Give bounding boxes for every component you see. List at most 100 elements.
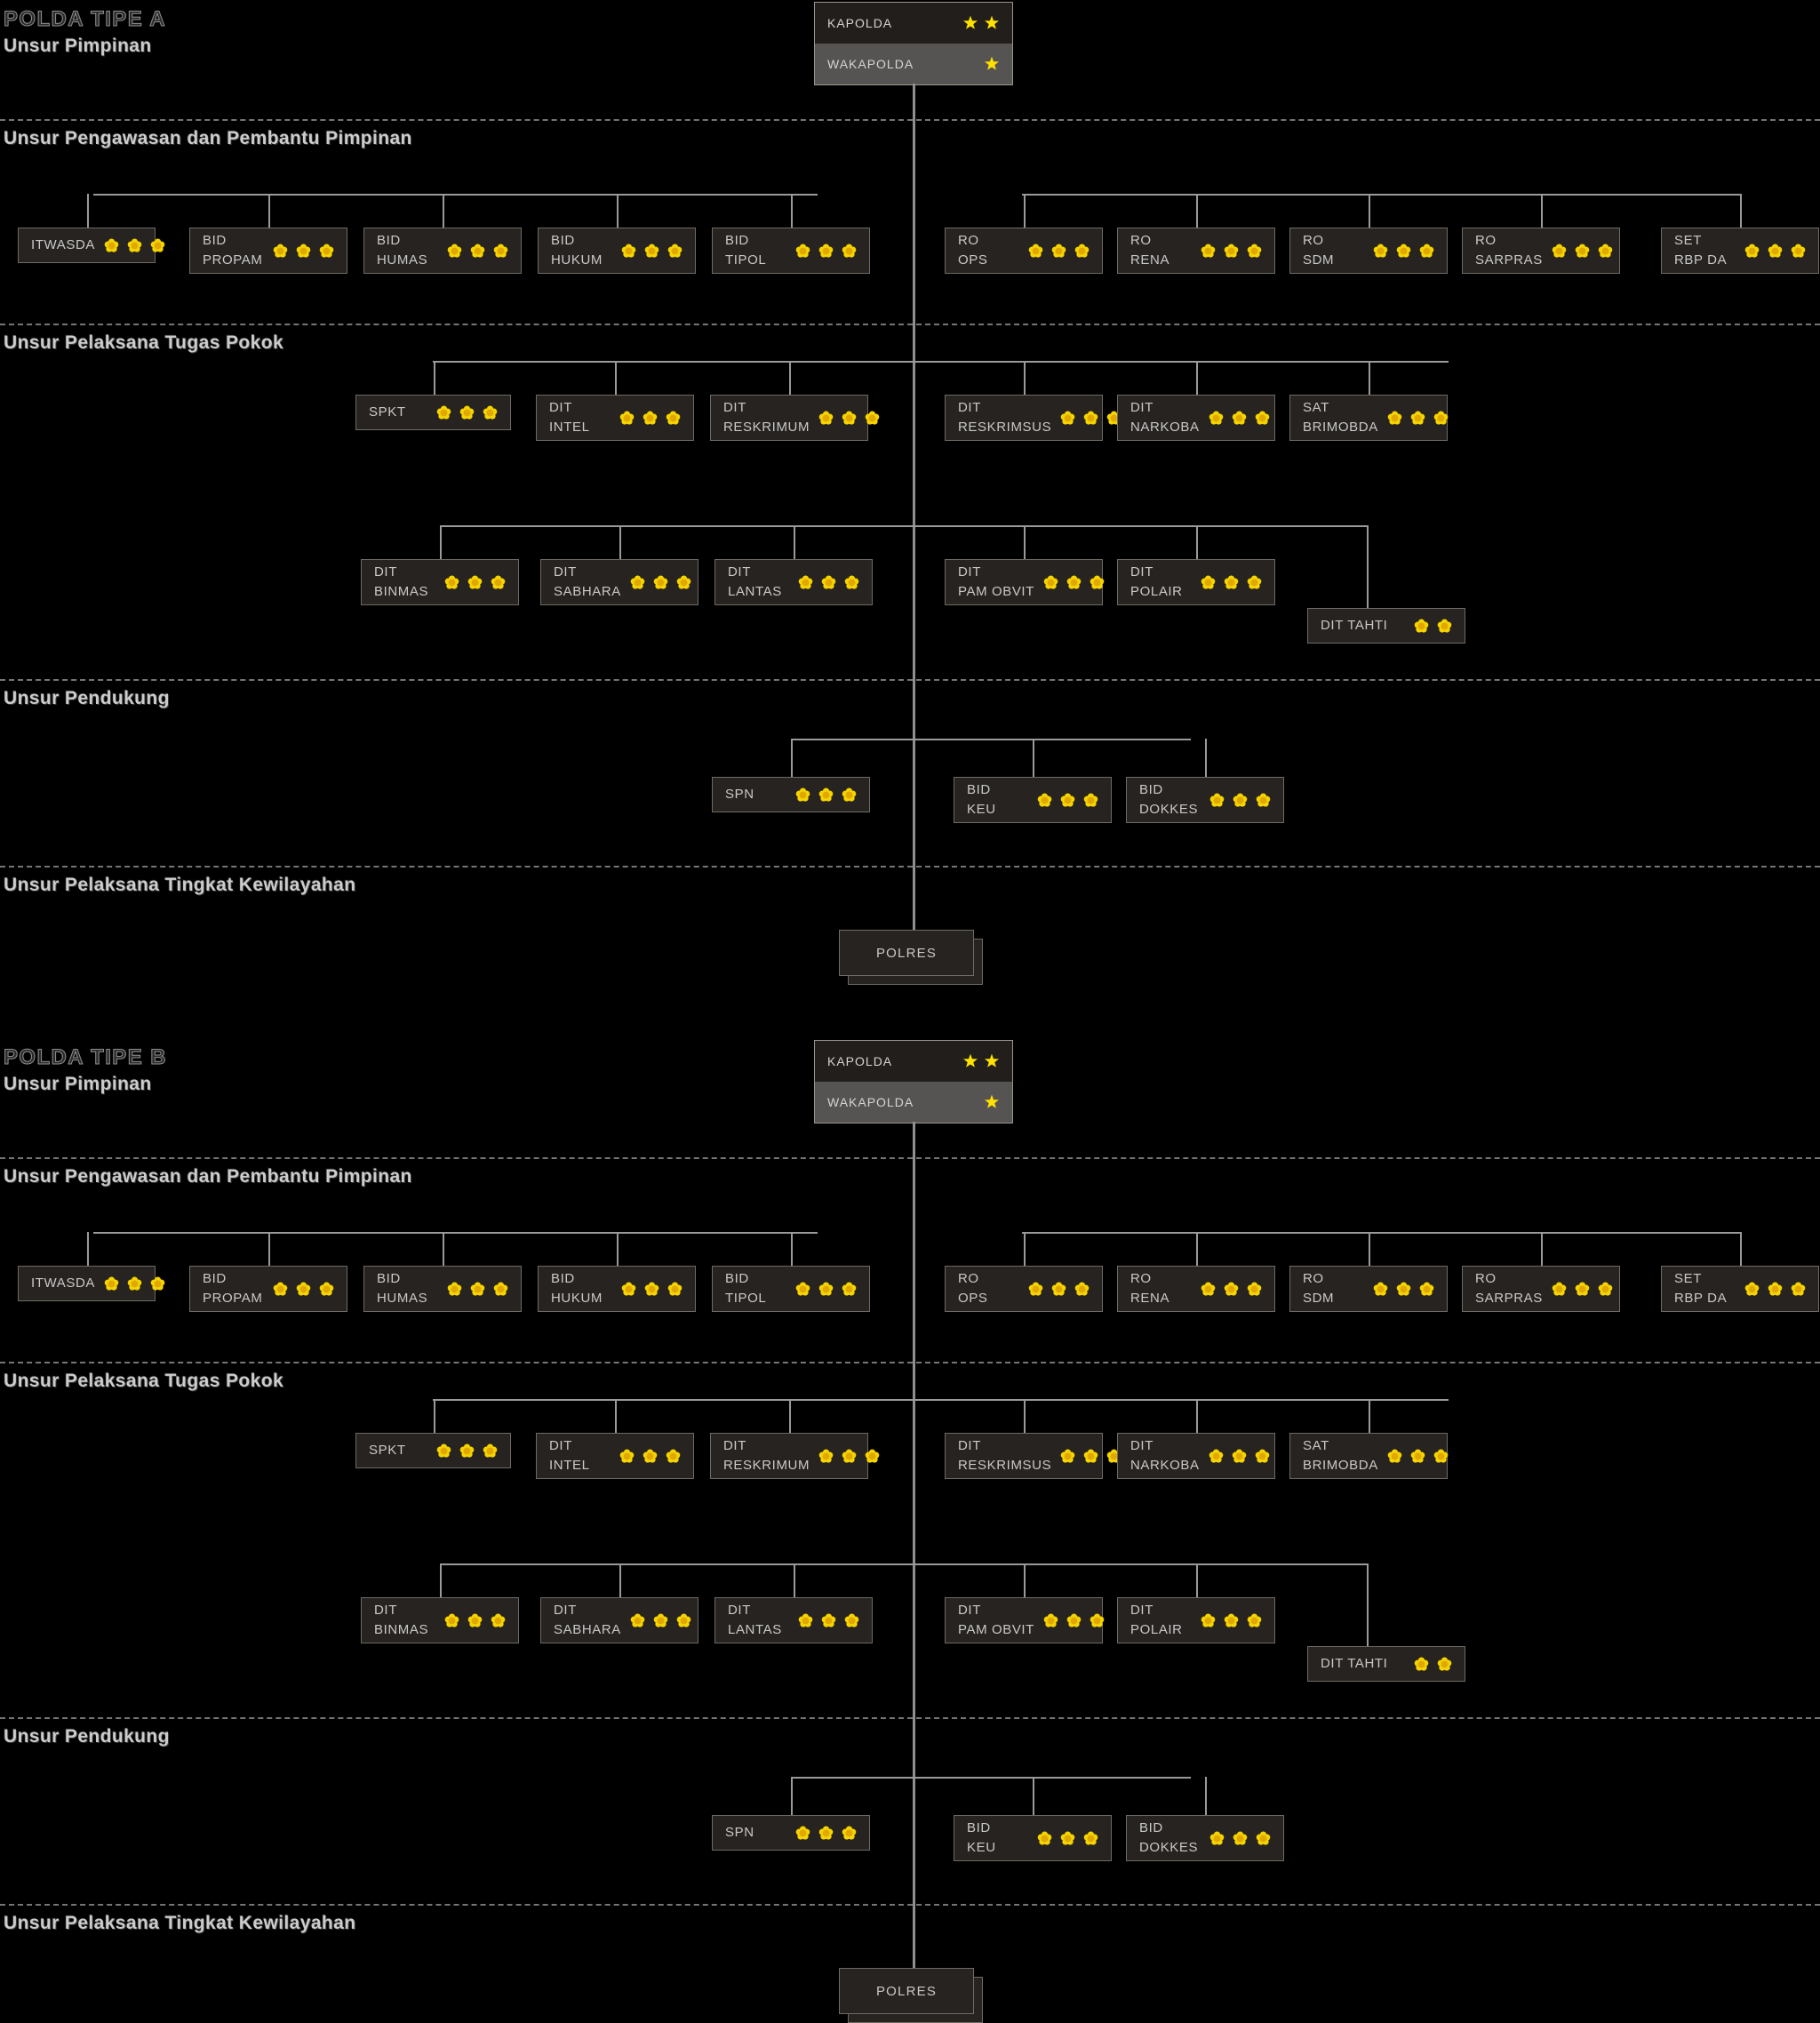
connector-horizontal[interactable] bbox=[433, 1399, 1144, 1401]
org-node-label[interactable]: DIT RESKRIMUM bbox=[723, 400, 810, 435]
connector-horizontal[interactable] bbox=[1022, 1399, 1449, 1401]
section-heading[interactable]: Unsur Pimpinan bbox=[4, 1074, 152, 1094]
rank-pips[interactable] bbox=[786, 243, 857, 259]
rank-pips[interactable] bbox=[1192, 1281, 1262, 1297]
org-node-label[interactable]: BID TIPOL bbox=[725, 233, 767, 268]
connector-vertical[interactable] bbox=[794, 525, 795, 570]
rank-pips[interactable] bbox=[611, 1448, 681, 1464]
polres-node[interactable]: POLRES bbox=[839, 1968, 974, 2014]
rank-pips[interactable] bbox=[435, 1612, 506, 1628]
org-node-label[interactable]: RO SDM bbox=[1303, 233, 1335, 268]
org-node[interactable]: ITWASDA bbox=[18, 1266, 165, 1301]
rank-pips[interactable] bbox=[1192, 1612, 1262, 1628]
org-node[interactable]: DIT RESKRIMSUS bbox=[945, 395, 1122, 441]
org-node[interactable]: BID DOKKES bbox=[1126, 777, 1284, 823]
connector-horizontal[interactable] bbox=[440, 1563, 1142, 1565]
rank-stars-wakapolda[interactable] bbox=[975, 56, 1000, 72]
connector-vertical[interactable] bbox=[433, 361, 435, 405]
org-node-label[interactable]: DIT LANTAS bbox=[728, 564, 782, 599]
section-heading[interactable]: Unsur Pimpinan bbox=[4, 36, 152, 56]
connector-horizontal[interactable] bbox=[791, 1777, 1191, 1779]
connector-vertical[interactable] bbox=[1367, 525, 1369, 619]
leadership-row-kapolda[interactable]: KAPOLDA bbox=[815, 3, 1012, 44]
org-node[interactable]: BID TIPOL bbox=[712, 1266, 870, 1312]
rank-pips[interactable] bbox=[1736, 243, 1806, 259]
org-node-label[interactable]: DIT POLAIR bbox=[1130, 564, 1183, 599]
connector-vertical[interactable] bbox=[1024, 1232, 1026, 1276]
org-node-label[interactable]: SPKT bbox=[369, 1443, 406, 1459]
rank-pips[interactable] bbox=[264, 243, 334, 259]
org-node[interactable]: RO SDM bbox=[1289, 1266, 1448, 1312]
org-node-label[interactable]: RO RENA bbox=[1130, 1271, 1170, 1306]
org-node-label[interactable]: DIT POLAIR bbox=[1130, 1603, 1183, 1637]
connector-horizontal[interactable] bbox=[1022, 194, 1740, 196]
org-node[interactable]: DIT RESKRIMUM bbox=[710, 395, 880, 441]
connector-vertical[interactable] bbox=[794, 1563, 795, 1608]
org-node[interactable]: RO OPS bbox=[945, 228, 1103, 274]
connector-horizontal[interactable] bbox=[1022, 1563, 1369, 1565]
rank-pips[interactable] bbox=[264, 1281, 334, 1297]
connector-horizontal[interactable] bbox=[1022, 1232, 1740, 1234]
org-node[interactable]: BID KEU bbox=[954, 777, 1112, 823]
org-node[interactable]: DIT POLAIR bbox=[1117, 559, 1275, 605]
polres-node[interactable]: POLRES bbox=[839, 930, 974, 976]
connector-vertical[interactable] bbox=[443, 194, 444, 238]
rank-pips[interactable] bbox=[1543, 1281, 1613, 1297]
connector-vertical[interactable] bbox=[791, 1232, 793, 1276]
org-node[interactable]: SAT BRIMOBDA bbox=[1289, 395, 1449, 441]
org-node[interactable]: DIT BINMAS bbox=[361, 1597, 519, 1643]
org-node-label[interactable]: DIT PAM OBVIT bbox=[958, 1603, 1034, 1637]
section-heading-major[interactable]: POLDA TIPE A bbox=[3, 7, 167, 32]
rank-pips[interactable] bbox=[1051, 1448, 1122, 1464]
connector-vertical[interactable] bbox=[617, 1232, 619, 1276]
org-node[interactable]: BID DOKKES bbox=[1126, 1815, 1284, 1861]
org-node-label[interactable]: DIT BINMAS bbox=[374, 1603, 429, 1637]
connector-horizontal[interactable] bbox=[93, 194, 818, 196]
connector-vertical[interactable] bbox=[1369, 361, 1370, 405]
rank-pips[interactable] bbox=[1378, 1448, 1449, 1464]
rank-pips[interactable] bbox=[1405, 618, 1452, 634]
rank-pips[interactable] bbox=[1192, 243, 1262, 259]
connector-vertical[interactable] bbox=[1196, 1232, 1198, 1276]
section-heading[interactable]: Unsur Pengawasan dan Pembantu Pimpinan bbox=[4, 128, 412, 148]
rank-pips[interactable] bbox=[1034, 574, 1105, 590]
connector-vertical[interactable] bbox=[1024, 1563, 1026, 1608]
org-node[interactable]: DIT INTEL bbox=[536, 395, 694, 441]
org-node[interactable]: DIT INTEL bbox=[536, 1433, 694, 1479]
rank-pips[interactable] bbox=[786, 787, 857, 803]
org-node[interactable]: SPN bbox=[712, 777, 870, 812]
org-node-label[interactable]: ITWASDA bbox=[31, 237, 95, 253]
connector-vertical[interactable] bbox=[443, 1232, 444, 1276]
org-node-label[interactable]: DIT NARKOBA bbox=[1130, 1438, 1200, 1473]
rank-pips[interactable] bbox=[1364, 1281, 1434, 1297]
org-node[interactable]: DIT RESKRIMSUS bbox=[945, 1433, 1122, 1479]
leadership-label-kapolda[interactable]: KAPOLDA bbox=[827, 16, 893, 30]
rank-pips[interactable] bbox=[1736, 1281, 1806, 1297]
org-node[interactable]: DIT TAHTI bbox=[1307, 1646, 1465, 1682]
connector-vertical[interactable] bbox=[433, 1399, 435, 1443]
org-node-label[interactable]: DIT BINMAS bbox=[374, 564, 429, 599]
org-node[interactable]: DIT NARKOBA bbox=[1117, 395, 1275, 441]
org-node-label[interactable]: RO RENA bbox=[1130, 233, 1170, 268]
org-node-label[interactable]: DIT RESKRIMUM bbox=[723, 1438, 810, 1473]
org-node-label[interactable]: RO SARPRAS bbox=[1475, 233, 1543, 268]
org-node[interactable]: SET RBP DA bbox=[1661, 228, 1819, 274]
polres-label[interactable]: POLRES bbox=[875, 1983, 938, 1999]
org-node-label[interactable]: BID HUMAS bbox=[377, 1271, 428, 1306]
rank-pips[interactable] bbox=[810, 410, 880, 426]
connector-vertical[interactable] bbox=[1033, 1777, 1034, 1817]
section-heading[interactable]: Unsur Pengawasan dan Pembantu Pimpinan bbox=[4, 1166, 412, 1187]
rank-stars-kapolda[interactable] bbox=[954, 1053, 1000, 1069]
rank-pips[interactable] bbox=[1378, 410, 1449, 426]
connector-vertical[interactable] bbox=[791, 739, 793, 779]
rank-pips[interactable] bbox=[1028, 792, 1098, 808]
org-node-label[interactable]: BID PROPAM bbox=[203, 233, 263, 268]
org-node[interactable]: SAT BRIMOBDA bbox=[1289, 1433, 1449, 1479]
org-node[interactable]: DIT POLAIR bbox=[1117, 1597, 1275, 1643]
rank-pips[interactable] bbox=[621, 1612, 691, 1628]
org-node[interactable]: RO SDM bbox=[1289, 228, 1448, 274]
connector-vertical[interactable] bbox=[1541, 194, 1543, 238]
rank-pips[interactable] bbox=[1201, 792, 1271, 808]
connector-vertical[interactable] bbox=[1024, 194, 1026, 238]
connector-vertical[interactable] bbox=[1740, 1232, 1742, 1276]
